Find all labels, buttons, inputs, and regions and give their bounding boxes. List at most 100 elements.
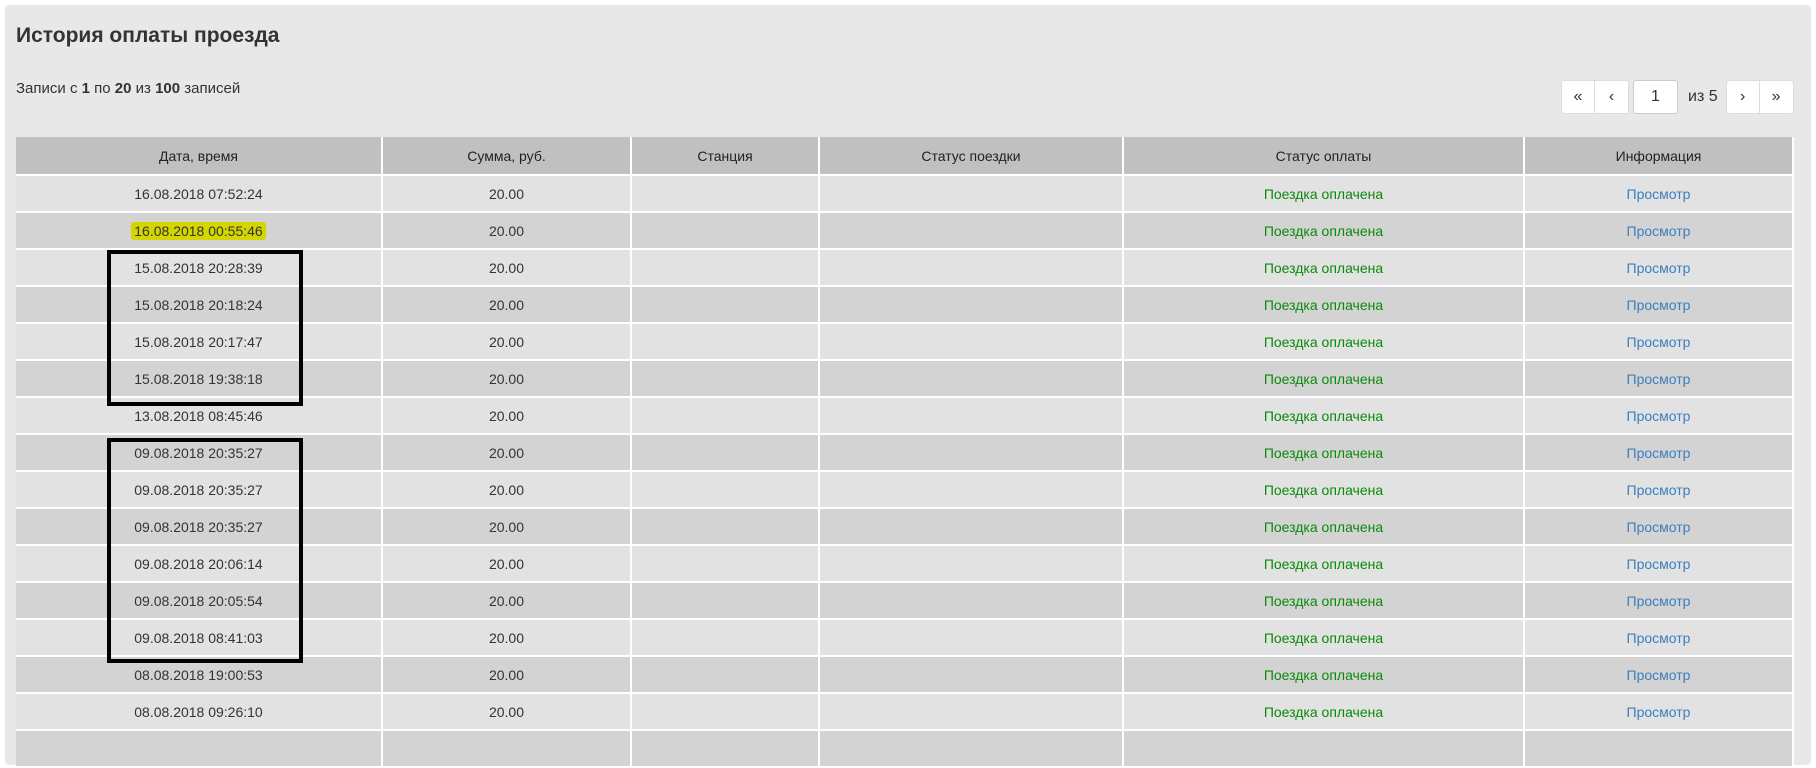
table-row: 16.08.2018 07:52:24 20.00 Поездка оплачена… xyxy=(16,174,1794,213)
table-row: 13.08.2018 08:45:46 20.00 Поездка оплачена… xyxy=(16,396,1794,435)
annotation-box-15-08 xyxy=(107,250,303,406)
cell-amount xyxy=(381,729,632,768)
view-link[interactable]: Просмотр xyxy=(1626,444,1691,461)
cell-station xyxy=(630,470,820,509)
payment-status-text: Поездка оплачена xyxy=(1263,259,1384,276)
next-page-button[interactable]: › xyxy=(1725,80,1760,114)
cell-payment-status: Поездка оплачена xyxy=(1122,544,1525,583)
cell-amount: 20.00 xyxy=(381,359,632,398)
prev-page-button[interactable]: ‹ xyxy=(1595,80,1629,114)
cell-datetime: 16.08.2018 07:52:24 xyxy=(16,174,383,213)
amount-text: 20.00 xyxy=(488,185,525,202)
column-header-info[interactable]: Информация xyxy=(1523,137,1794,176)
datetime-text: 15.08.2018 20:17:47 xyxy=(134,333,263,350)
cell-datetime: 15.08.2018 20:17:47 xyxy=(16,322,383,361)
view-link[interactable]: Просмотр xyxy=(1626,703,1691,720)
cell-payment-status: Поездка оплачена xyxy=(1122,655,1525,694)
view-link[interactable]: Просмотр xyxy=(1626,222,1691,239)
cell-datetime: 15.08.2018 20:28:39 xyxy=(16,248,383,287)
cell-station xyxy=(630,618,820,657)
cell-info: Просмотр xyxy=(1523,396,1794,435)
view-link[interactable]: Просмотр xyxy=(1626,259,1691,276)
view-link[interactable]: Просмотр xyxy=(1626,185,1691,202)
cell-station xyxy=(630,581,820,620)
amount-text: 20.00 xyxy=(488,296,525,313)
view-link[interactable]: Просмотр xyxy=(1626,555,1691,572)
amount-text: 20.00 xyxy=(488,592,525,609)
cell-datetime: 13.08.2018 08:45:46 xyxy=(16,396,383,435)
column-header-datetime[interactable]: Дата, время xyxy=(16,137,383,176)
cell-payment-status: Поездка оплачена xyxy=(1122,396,1525,435)
payment-status-text: Поездка оплачена xyxy=(1263,185,1384,202)
cell-info: Просмотр xyxy=(1523,211,1794,250)
cell-station xyxy=(630,507,820,546)
cell-payment-status: Поездка оплачена xyxy=(1122,322,1525,361)
cell-trip-status xyxy=(818,544,1124,583)
amount-text: 20.00 xyxy=(488,629,525,646)
payment-status-text: Поездка оплачена xyxy=(1263,296,1384,313)
cell-amount: 20.00 xyxy=(381,618,632,657)
page-number-input[interactable]: 1 xyxy=(1633,80,1678,114)
cell-info xyxy=(1523,729,1794,768)
payment-status-text: Поездка оплачена xyxy=(1263,481,1384,498)
cell-amount: 20.00 xyxy=(381,174,632,213)
cell-amount: 20.00 xyxy=(381,581,632,620)
amount-text: 20.00 xyxy=(488,555,525,572)
cell-datetime: 16.08.2018 00:55:46 xyxy=(16,211,383,250)
cell-info: Просмотр xyxy=(1523,692,1794,731)
last-page-button[interactable]: » xyxy=(1759,80,1794,114)
datetime-text: 08.08.2018 19:00:53 xyxy=(134,666,263,683)
cell-trip-status xyxy=(818,174,1124,213)
cell-amount: 20.00 xyxy=(381,692,632,731)
cell-payment-status: Поездка оплачена xyxy=(1122,285,1525,324)
cell-amount: 20.00 xyxy=(381,211,632,250)
view-link[interactable]: Просмотр xyxy=(1626,296,1691,313)
datetime-text: 15.08.2018 19:38:18 xyxy=(134,370,263,387)
view-link[interactable]: Просмотр xyxy=(1626,629,1691,646)
view-link[interactable]: Просмотр xyxy=(1626,592,1691,609)
cell-station xyxy=(630,285,820,324)
cell-trip-status xyxy=(818,729,1124,768)
cell-amount: 20.00 xyxy=(381,285,632,324)
cell-trip-status xyxy=(818,470,1124,509)
amount-text: 20.00 xyxy=(488,444,525,461)
cell-station xyxy=(630,211,820,250)
cell-info: Просмотр xyxy=(1523,581,1794,620)
view-link[interactable]: Просмотр xyxy=(1626,407,1691,424)
column-header-amount[interactable]: Сумма, руб. xyxy=(381,137,632,176)
cell-info: Просмотр xyxy=(1523,544,1794,583)
cell-datetime: 09.08.2018 20:06:14 xyxy=(16,544,383,583)
cell-datetime: 09.08.2018 20:35:27 xyxy=(16,507,383,546)
column-header-station[interactable]: Станция xyxy=(630,137,820,176)
records-info: Записи с 1 по 20 из 100 записей xyxy=(16,80,241,97)
amount-text: 20.00 xyxy=(488,481,525,498)
cell-amount: 20.00 xyxy=(381,248,632,287)
view-link[interactable]: Просмотр xyxy=(1626,481,1691,498)
page-count-label: из 5 xyxy=(1688,88,1718,105)
amount-text: 20.00 xyxy=(488,370,525,387)
cell-datetime: 09.08.2018 08:41:03 xyxy=(16,618,383,657)
view-link[interactable]: Просмотр xyxy=(1626,666,1691,683)
table-row: 09.08.2018 20:05:54 20.00 Поездка оплачена… xyxy=(16,581,1794,620)
table-row: 15.08.2018 19:38:18 20.00 Поездка оплачена… xyxy=(16,359,1794,398)
view-link[interactable]: Просмотр xyxy=(1626,370,1691,387)
column-header-trip-status[interactable]: Статус поездки xyxy=(818,137,1124,176)
amount-text: 20.00 xyxy=(488,666,525,683)
column-header-payment-status[interactable]: Статус оплаты xyxy=(1122,137,1525,176)
annotation-box-09-08 xyxy=(107,438,303,663)
cell-station xyxy=(630,396,820,435)
first-page-button[interactable]: « xyxy=(1561,80,1595,114)
payment-status-text: Поездка оплачена xyxy=(1263,518,1384,535)
cell-trip-status xyxy=(818,396,1124,435)
cell-payment-status: Поездка оплачена xyxy=(1122,433,1525,472)
datetime-text: 15.08.2018 20:28:39 xyxy=(134,259,263,276)
cell-station xyxy=(630,174,820,213)
view-link[interactable]: Просмотр xyxy=(1626,333,1691,350)
cell-datetime: 09.08.2018 20:35:27 xyxy=(16,470,383,509)
datetime-text: 09.08.2018 20:06:14 xyxy=(134,555,263,572)
cell-datetime xyxy=(16,729,383,768)
view-link[interactable]: Просмотр xyxy=(1626,518,1691,535)
amount-text: 20.00 xyxy=(488,703,525,720)
cell-amount: 20.00 xyxy=(381,396,632,435)
amount-text: 20.00 xyxy=(488,333,525,350)
